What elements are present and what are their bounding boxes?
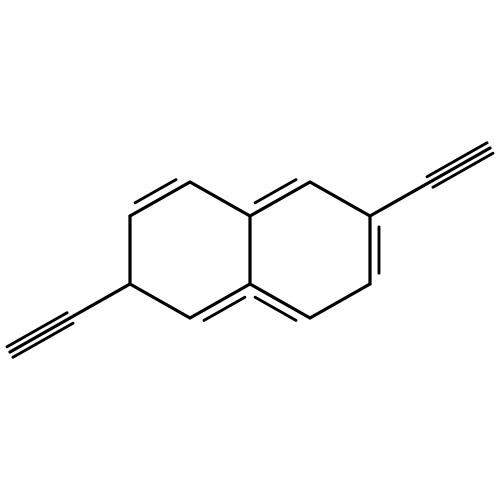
molecule-diagram bbox=[0, 0, 500, 500]
bond-layer bbox=[7, 143, 493, 357]
